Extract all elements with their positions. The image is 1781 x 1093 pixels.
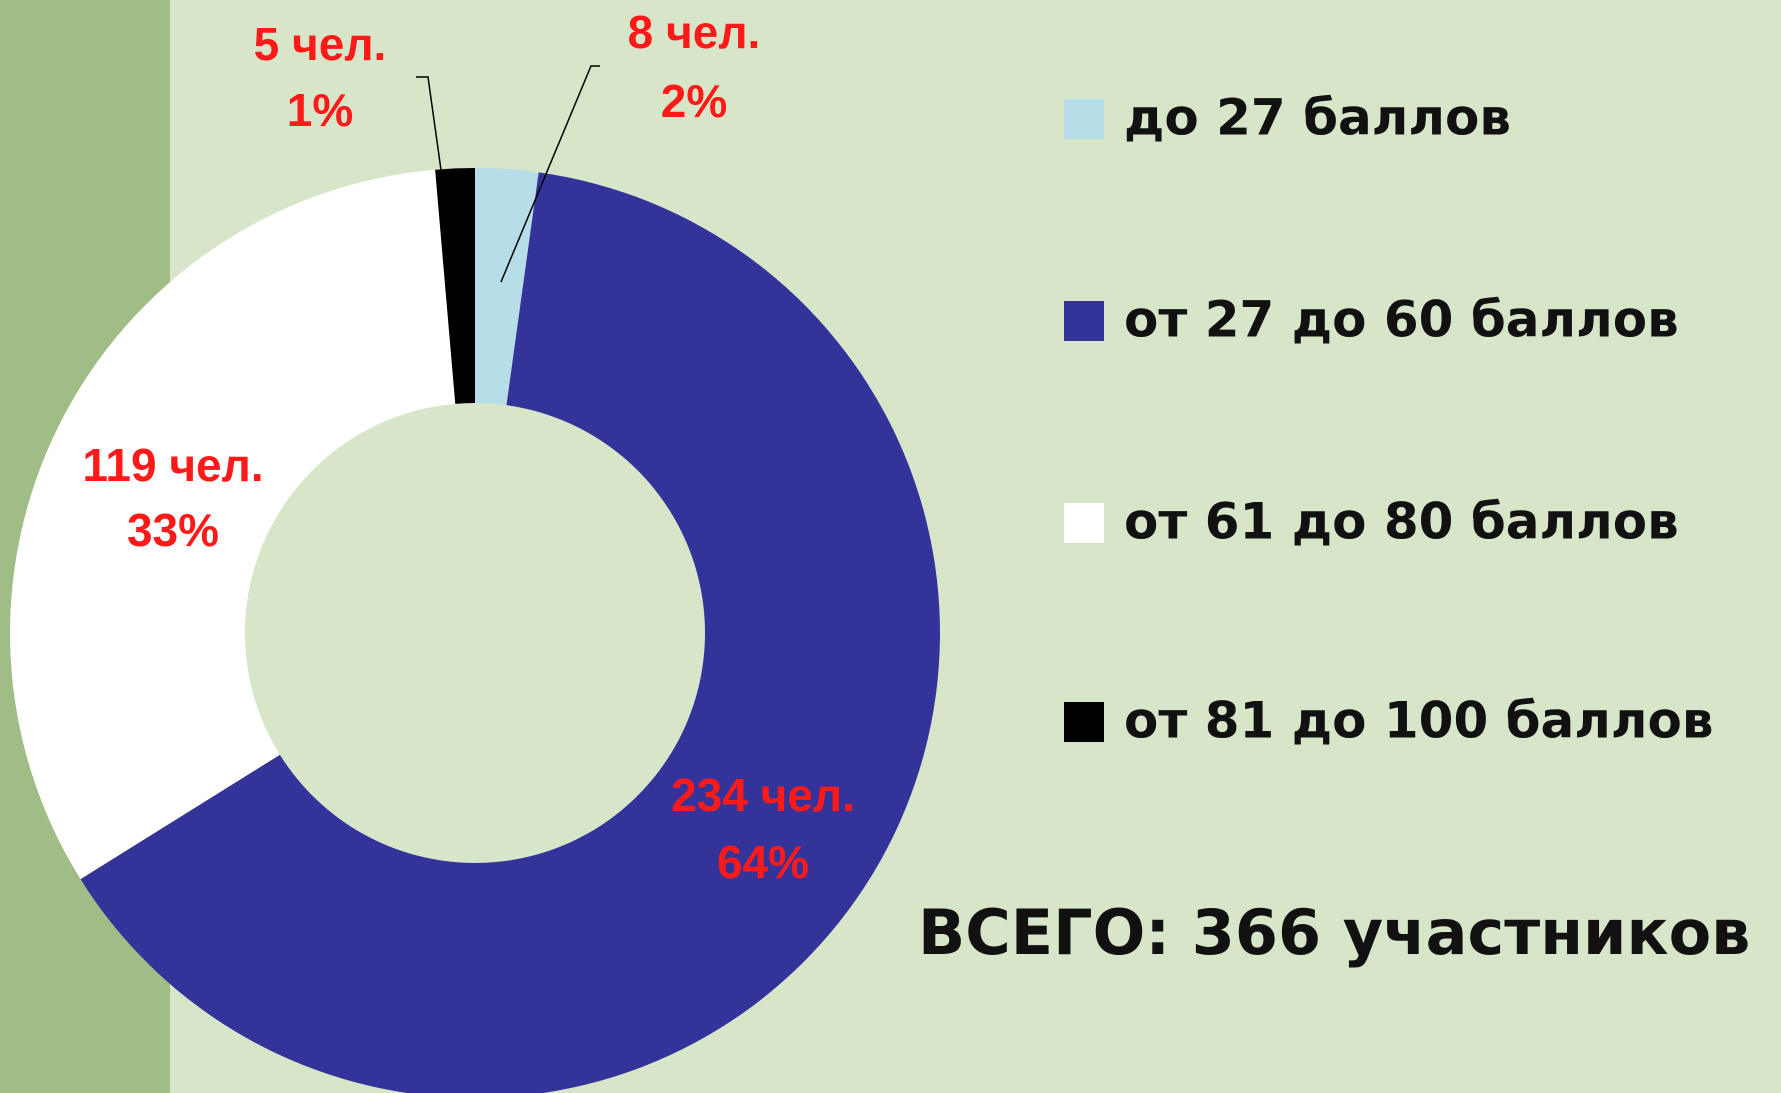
data-label: 8 чел. [628,6,761,58]
legend-label: от 27 до 60 баллов [1124,291,1679,349]
percent-label: 33% [127,504,219,556]
donut-slice [435,168,475,404]
data-label: 5 чел. [254,18,387,70]
percent-label: 64% [717,836,809,888]
legend-swatch [1064,503,1104,543]
donut-slice [9,169,456,880]
legend-label: до 27 баллов [1124,89,1511,147]
leader-line [500,65,600,283]
donut-slice [475,168,539,406]
percent-label: 2% [661,75,727,127]
data-label: 119 чел. [82,439,263,491]
total: ВСЕГО: 366 участников [918,896,1750,969]
legend-label: от 81 до 100 баллов [1124,692,1714,750]
data-label: 234 чел. [671,769,855,821]
legend-swatch [1064,99,1104,139]
legend-swatch [1064,301,1104,341]
legend-swatch [1064,702,1104,742]
percent-label: 1% [287,84,353,136]
leader-line [416,76,442,171]
donut-slice [80,172,940,1093]
legend-label: от 61 до 80 баллов [1124,493,1679,551]
